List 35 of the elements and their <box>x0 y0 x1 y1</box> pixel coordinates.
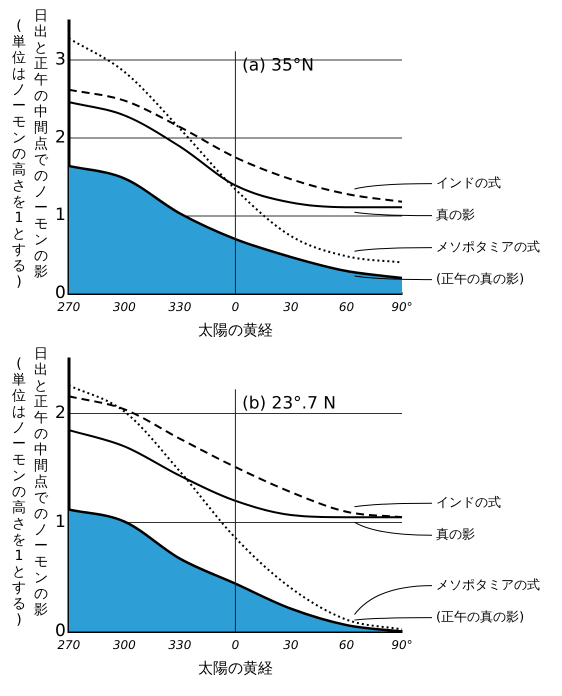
x-tick-label: 90° <box>391 300 413 314</box>
y-tick-label: 1 <box>54 512 66 532</box>
text: (正午の真の影) <box>436 272 524 287</box>
x-tick-label: 300 <box>112 300 136 314</box>
y-tick-label: 2 <box>54 403 66 424</box>
x-tick-label: 270 <box>57 638 81 652</box>
text: メソポタミアの式 <box>436 240 540 255</box>
y-tick-label: 2 <box>54 127 66 148</box>
x-tick-label: 300 <box>112 638 136 652</box>
text: 真の影 <box>436 208 475 223</box>
text: 真の影 <box>436 528 475 543</box>
text: (a) 35°N <box>242 56 314 76</box>
x-tick-label: 330 <box>168 638 192 652</box>
text: (単位はノーモンの高さを1とする) <box>12 356 26 628</box>
x-tick-label: 0 <box>232 300 240 314</box>
y-tick-label: 3 <box>54 50 66 70</box>
x-tick-label: 330 <box>168 300 192 314</box>
x-tick-label: 30 <box>283 300 299 314</box>
text: インドの式 <box>436 176 501 191</box>
text: メソポタミアの式 <box>436 578 540 593</box>
y-tick-label: 1 <box>54 205 66 226</box>
x-tick-label: 90° <box>391 638 413 652</box>
x-tick-label: 270 <box>57 300 81 314</box>
x-axis-title: 太陽の黄経 <box>198 658 273 677</box>
x-tick-label: 60 <box>338 300 354 314</box>
x-tick-label: 30 <box>283 638 299 652</box>
x-tick-label: 60 <box>338 638 354 652</box>
text: 日出と正午の中間点でのノーモンの影 <box>34 346 48 618</box>
x-tick-label: 0 <box>232 638 240 652</box>
text: (単位はノーモンの高さを1とする) <box>12 18 26 290</box>
text: 日出と正午の中間点でのノーモンの影 <box>34 8 48 280</box>
text: インドの式 <box>436 496 501 511</box>
text: (b) 23°.7 N <box>242 394 336 414</box>
text: (正午の真の影) <box>436 610 524 625</box>
x-axis-title: 太陽の黄経 <box>198 320 273 339</box>
